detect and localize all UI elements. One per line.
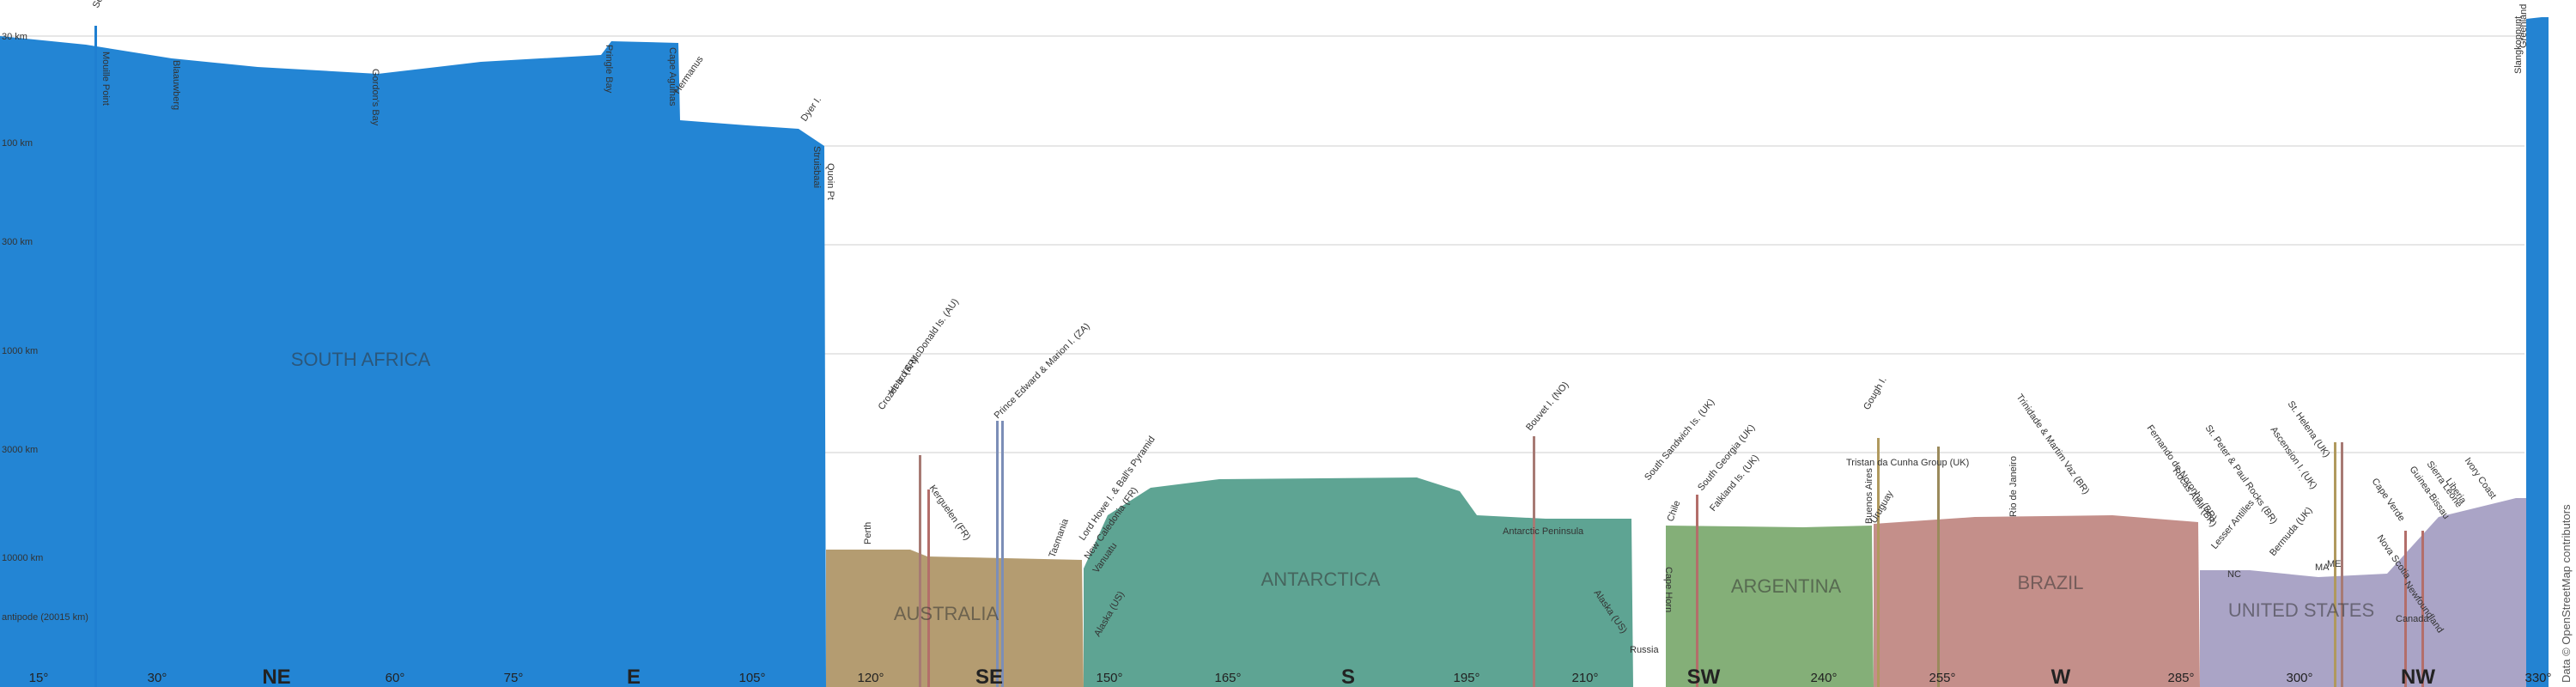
place-label: Gough I. bbox=[1862, 375, 1888, 412]
place-label: Rio de Janeiro bbox=[2008, 456, 2019, 517]
island-spike bbox=[2421, 531, 2424, 687]
place-label: Rocas Atoll (BR) bbox=[2171, 466, 2219, 529]
place-label: Heard & McDonald Is. (AU) bbox=[887, 297, 961, 397]
cardinal-direction-label: E bbox=[627, 666, 641, 687]
place-label: Cape Verde bbox=[2370, 477, 2407, 523]
region-profile-antarctica bbox=[1084, 477, 1633, 687]
place-label: ME bbox=[2327, 559, 2342, 569]
place-label: Cape Horn bbox=[1663, 567, 1674, 612]
island-spike bbox=[2341, 442, 2343, 687]
place-label: Quoin Pt bbox=[825, 163, 835, 200]
island-spike bbox=[1696, 495, 1698, 687]
place-label: Tasmania bbox=[1048, 517, 1072, 559]
region-profile-australia bbox=[826, 550, 1084, 687]
island-spike bbox=[2404, 531, 2407, 687]
bearing-tick-label: 195° bbox=[1453, 671, 1479, 685]
distance-label: 30 km bbox=[2, 32, 27, 42]
place-label: Tristan da Cunha Group (UK) bbox=[1846, 458, 1969, 468]
place-label: Gordon's Bay bbox=[370, 69, 380, 126]
distance-labels: 30 km 100 km 300 km 1000 km 3000 km 10000 km a… bbox=[2, 32, 88, 623]
place-label: Mouille Point bbox=[100, 52, 111, 106]
cardinal-direction-label: SE bbox=[975, 666, 1003, 687]
place-label: Trinidade & Martim Vaz (BR) bbox=[2014, 392, 2092, 496]
cardinal-direction-label: S bbox=[1341, 666, 1355, 687]
bearing-tick-label: 60° bbox=[386, 671, 405, 685]
island-spike bbox=[1877, 438, 1880, 687]
place-label: Kerguelen (FR) bbox=[927, 483, 973, 542]
island-spike bbox=[919, 455, 921, 687]
island-spike bbox=[1533, 436, 1535, 687]
distance-label: 3000 km bbox=[2, 445, 38, 455]
place-label: Blaauwberg bbox=[171, 60, 181, 110]
island-spike bbox=[1001, 421, 1004, 687]
place-label: Pringle Bay bbox=[604, 45, 614, 94]
island-spike bbox=[996, 421, 999, 687]
place-label: Slangkoppunt bbox=[2513, 16, 2524, 74]
place-label: Russia bbox=[1630, 645, 1660, 655]
place-label: Ivory Coast bbox=[2463, 456, 2499, 501]
place-label: Cape Agulhas bbox=[667, 47, 677, 106]
bearing-tick-label: 240° bbox=[1810, 671, 1837, 685]
cardinal-direction-label: NE bbox=[262, 666, 290, 687]
place-label: Buenos Aires bbox=[1864, 468, 1874, 524]
cardinal-direction-label: SW bbox=[1687, 666, 1721, 687]
place-label: NC bbox=[2227, 569, 2241, 580]
region-profiles bbox=[0, 17, 2549, 687]
region-label: AUSTRALIA bbox=[894, 603, 999, 624]
region-profile-south-africa bbox=[2526, 17, 2549, 687]
region-labels: SOUTH AFRICA AUSTRALIA ANTARCTICA ARGENTINA… bbox=[291, 349, 2374, 624]
place-label: Prince Edward & Marion I. (ZA) bbox=[993, 321, 1092, 421]
place-label: Seal I. bbox=[91, 0, 112, 9]
island-spikes bbox=[94, 26, 2424, 687]
bearing-axis: 15° 30° 60° 75° 105° 120° 150° 165° 195° 210° 240°… bbox=[29, 666, 2552, 687]
bearing-tick-label: 120° bbox=[857, 671, 884, 685]
bearing-tick-label: 105° bbox=[738, 671, 765, 685]
region-label: ARGENTINA bbox=[1731, 575, 1842, 597]
bearing-tick-label: 30° bbox=[148, 671, 167, 685]
island-spike bbox=[94, 26, 97, 687]
place-label: Chile bbox=[1666, 499, 1683, 523]
place-label: Dyer I. bbox=[799, 94, 823, 123]
region-profile-south-africa bbox=[0, 36, 826, 687]
place-label: MA bbox=[2315, 562, 2330, 573]
bearing-tick-label: 255° bbox=[1929, 671, 1955, 685]
island-spike bbox=[927, 489, 930, 687]
region-profile-united-states bbox=[2200, 498, 2526, 687]
region-profile-brazil bbox=[1874, 515, 2200, 687]
distance-label: antipode (20015 km) bbox=[2, 612, 88, 623]
bearing-tick-label: 75° bbox=[504, 671, 524, 685]
island-spike bbox=[2334, 442, 2336, 687]
region-label: UNITED STATES bbox=[2228, 599, 2374, 621]
region-label: ANTARCTICA bbox=[1261, 568, 1381, 590]
distance-label: 10000 km bbox=[2, 553, 43, 563]
bearing-tick-label: 285° bbox=[2167, 671, 2194, 685]
place-label: Canada bbox=[2396, 614, 2429, 624]
bearing-tick-label: 150° bbox=[1096, 671, 1122, 685]
distance-label: 100 km bbox=[2, 138, 33, 149]
bearing-tick-label: 165° bbox=[1214, 671, 1241, 685]
distance-label: 1000 km bbox=[2, 346, 38, 356]
place-label: Struisbaai bbox=[811, 146, 822, 188]
place-label: Antarctic Peninsula bbox=[1503, 526, 1584, 537]
distance-label: 300 km bbox=[2, 237, 33, 247]
bearing-tick-label: 210° bbox=[1571, 671, 1598, 685]
place-label: South Sandwich Is. (UK) bbox=[1643, 397, 1716, 483]
bearing-tick-label: 15° bbox=[29, 671, 49, 685]
bearing-tick-label: 300° bbox=[2286, 671, 2312, 685]
place-label: Lesser Antilles bbox=[2209, 497, 2257, 550]
place-label: Greenland bbox=[2518, 4, 2529, 48]
island-spike bbox=[1937, 447, 1940, 687]
place-label: South Georgia (UK) bbox=[1696, 423, 1757, 493]
region-label: BRAZIL bbox=[2017, 572, 2083, 593]
place-label: Bouvet I. (NO) bbox=[1524, 380, 1571, 433]
cardinal-direction-label: W bbox=[2051, 666, 2071, 687]
region-label: SOUTH AFRICA bbox=[291, 349, 431, 370]
map-credit: Data © OpenStreetMap contributors bbox=[2560, 504, 2573, 683]
region-profile-argentina bbox=[1666, 526, 1874, 687]
place-label: Perth bbox=[863, 522, 873, 544]
bearing-tick-label: 330° bbox=[2524, 671, 2551, 685]
cardinal-direction-label: NW bbox=[2401, 666, 2435, 687]
